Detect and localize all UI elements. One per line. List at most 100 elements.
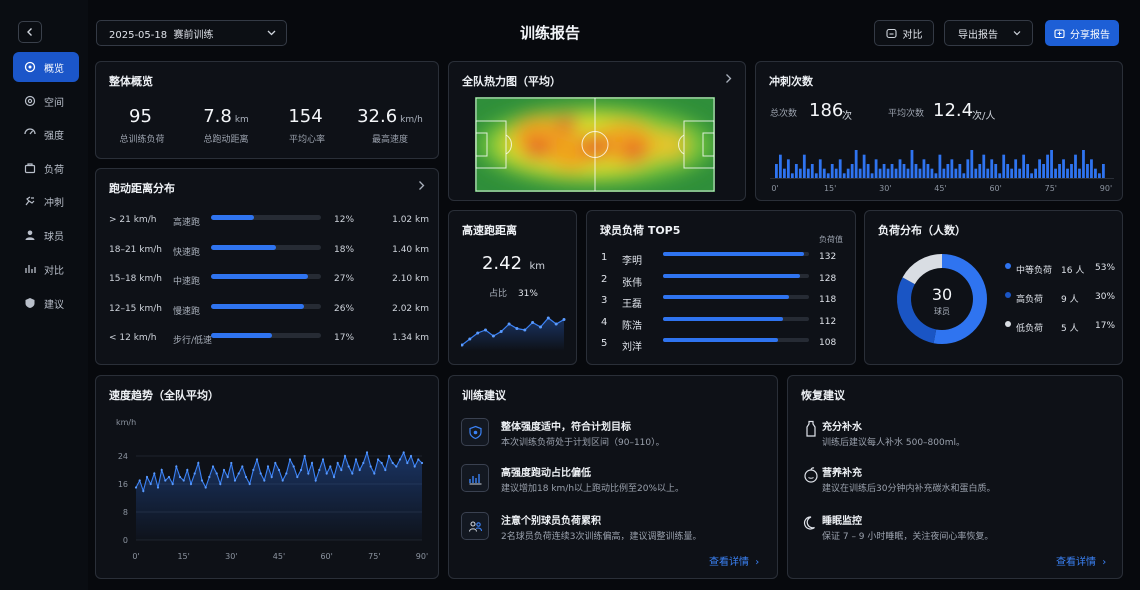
sprint-card: 冲刺次数 总次数 186 次 平均次数 12.4 次/人 0' 15' 30' 45'…: [755, 61, 1123, 201]
speed-point: [178, 475, 182, 479]
legend-percent: 53%: [1095, 263, 1116, 273]
speed-point: [292, 465, 295, 468]
speed-point: [402, 451, 405, 454]
speed-point: [376, 458, 380, 461]
load-distribution-title: 负荷分布（人数）: [878, 224, 966, 237]
high-speed-value: 2.42: [481, 253, 523, 274]
training-advice-more-link[interactable]: 查看详情 ›: [709, 557, 760, 568]
sidebar-item-compare[interactable]: 对比: [13, 254, 79, 284]
stat-value: 7.8: [203, 106, 232, 127]
recovery-desc: 训练后建议每人补水 500–800ml。: [822, 438, 965, 448]
sprint-title: 冲刺次数: [769, 75, 813, 88]
distance-label: 1.02 km: [392, 215, 429, 225]
speed-point: [233, 479, 237, 482]
distance-label: 1.34 km: [392, 333, 429, 343]
speed-point: [413, 465, 416, 468]
range-label: < 12 km/h: [109, 333, 157, 343]
speed-point: [237, 472, 240, 475]
speed-trend-card: 速度趋势（全队平均） km/h 0 8 16 24 0' 15' 30' 45' 60' 75' 90…: [95, 375, 439, 579]
player-name: 王磊: [622, 299, 642, 310]
sprint-bar: [1026, 164, 1030, 178]
sprint-icon: [23, 194, 37, 208]
load-track: [663, 273, 809, 278]
high-speed-point: [523, 328, 527, 332]
sprint-bar: [902, 164, 906, 178]
chevron-right-icon[interactable]: [723, 73, 733, 84]
speed-point: [307, 472, 310, 475]
legend-label: 低负荷: [1016, 324, 1044, 334]
sidebar-item-label: 球员: [44, 231, 64, 243]
speed-point: [211, 465, 215, 468]
speed-chart-icon: [461, 464, 489, 492]
stat-label: 平均心率: [288, 135, 325, 145]
recovery-desc: 建议在训练后30分钟内补充碳水和蛋白质。: [822, 484, 996, 494]
sprint-bar: [1018, 168, 1022, 178]
recovery-advice-card: 恢复建议 充分补水 训练后建议每人补水 500–800ml。 营养补充 建议在训…: [787, 375, 1123, 579]
compare-button-label: 对比: [902, 29, 923, 41]
speed-point: [303, 454, 306, 458]
sprint-bar: [958, 164, 962, 178]
moon-icon: [800, 512, 822, 534]
sidebar-item-space[interactable]: 空间: [13, 86, 79, 116]
load-track: [663, 338, 809, 342]
advice-title: 注意个别球员负荷累积: [501, 516, 601, 527]
session-select[interactable]: 2025-05-18 赛前训练: [96, 20, 287, 46]
sprint-bar: [990, 159, 994, 178]
stat-label: 总跑动距离: [203, 135, 249, 145]
chevron-left-icon: [27, 28, 32, 36]
sidebar-item-overview[interactable]: 概览: [13, 52, 79, 82]
heatmap-pitch: [475, 97, 715, 192]
share-report-button[interactable]: 分享报告: [1045, 20, 1119, 46]
sidebar-item-suggestion[interactable]: 建议: [13, 288, 79, 318]
back-button[interactable]: [18, 21, 42, 43]
speed-point: [164, 479, 167, 482]
sprint-bar: [970, 150, 974, 178]
top5-col-label: 负荷值: [819, 235, 843, 244]
sprint-bar: [858, 168, 862, 178]
chevron-right-icon: ›: [755, 557, 760, 568]
speed-point: [369, 465, 372, 468]
y-tick-label: 0: [123, 536, 128, 545]
sidebar-item-label: 负荷: [44, 164, 64, 176]
load-donut-chart: [897, 254, 987, 344]
export-report-button[interactable]: 导出报告: [944, 20, 1033, 46]
player-icon: [23, 228, 37, 242]
sprint-bar: [826, 173, 830, 178]
sprint-bar: [1086, 164, 1089, 178]
player-row: 5 刘洋 108: [601, 338, 841, 353]
speed-point: [175, 465, 178, 468]
sidebar-item-intensity[interactable]: 强度: [13, 119, 79, 149]
sidebar-item-sprint[interactable]: 冲刺: [13, 186, 79, 216]
recovery-advice-more-link[interactable]: 查看详情 ›: [1056, 557, 1107, 568]
legend-dot: [1005, 321, 1011, 327]
progress-track: [211, 215, 321, 220]
chevron-right-icon[interactable]: [416, 180, 426, 191]
high-speed-area: [462, 318, 564, 351]
high-speed-ratio-value: 31%: [517, 289, 538, 299]
progress-fill: [211, 274, 308, 279]
player-rank: 3: [601, 295, 608, 306]
compare-button[interactable]: 对比: [874, 20, 934, 46]
speed-point: [274, 461, 277, 465]
sprint-bar: [882, 164, 886, 178]
speed-point: [255, 458, 259, 461]
high-speed-point: [515, 327, 519, 330]
stat-avg-heart-rate: 154 平均心率: [267, 106, 347, 145]
speed-point: [252, 468, 255, 472]
sidebar-item-label: 对比: [44, 265, 64, 277]
sprint-bar: [850, 164, 854, 178]
sidebar-item-player[interactable]: 球员: [13, 220, 79, 250]
donut-total: 30: [931, 285, 953, 304]
sidebar-item-load[interactable]: 负荷: [13, 153, 79, 183]
player-row: 1 李明 132: [601, 252, 841, 267]
share-button-label: 分享报告: [1070, 29, 1110, 41]
space-icon: [23, 94, 37, 108]
stat-total-load: 95 总训练负荷: [102, 106, 182, 145]
speed-point: [182, 479, 185, 482]
session-select-value: 2025-05-18 赛前训练: [109, 29, 214, 41]
percent-label: 26%: [334, 303, 355, 314]
speed-point: [142, 489, 145, 493]
player-rank: 4: [601, 316, 608, 328]
sprint-bar: [1090, 159, 1093, 178]
sprint-bar: [946, 164, 950, 178]
